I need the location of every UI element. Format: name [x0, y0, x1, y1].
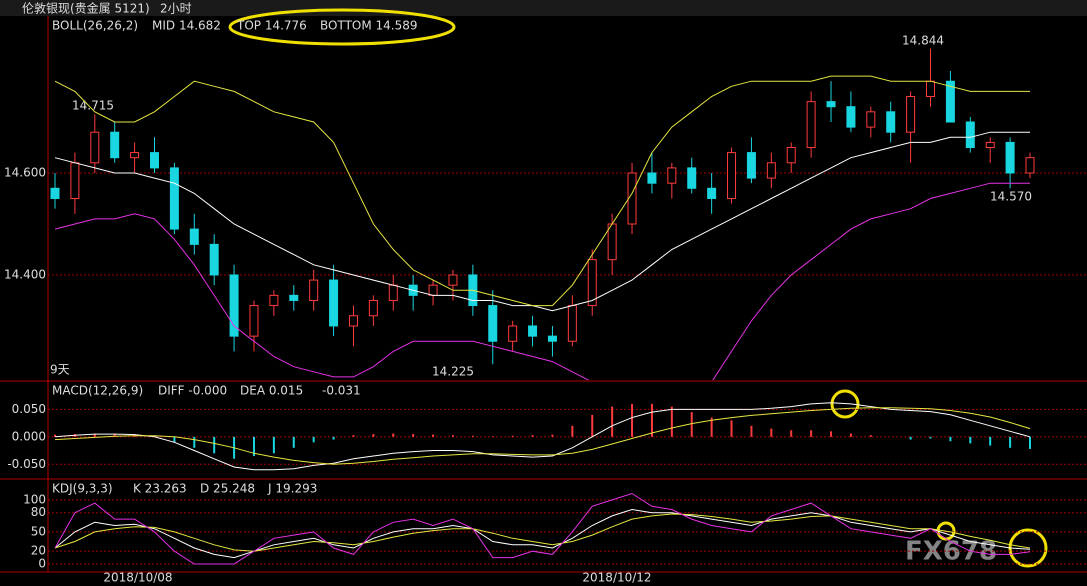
legend-entry: DIFF -0.000 — [158, 384, 227, 398]
candle-body — [229, 274, 239, 337]
candle-body — [786, 147, 796, 164]
candle-body — [926, 80, 936, 98]
y-tick-label: 0.050 — [12, 402, 46, 416]
indicator-line — [54, 492, 1031, 565]
annotation: 14.570 — [990, 190, 1032, 204]
y-tick-label: 0.000 — [12, 429, 46, 443]
indicator-line — [54, 75, 1030, 307]
macd-hist-label: -0.031 — [322, 384, 361, 398]
candle-body — [727, 152, 737, 199]
y-tick-label: 50 — [31, 524, 46, 538]
x-label: 2018/10/08 — [103, 571, 172, 585]
indicator-line — [54, 508, 1031, 559]
watermark: FX678 — [905, 537, 997, 567]
annotation: 9天 — [50, 363, 70, 377]
indicator-line — [54, 513, 1031, 552]
legend-entry: BOTTOM 14.589 — [320, 19, 418, 33]
candle-body — [348, 315, 358, 327]
candle-body — [866, 111, 876, 128]
candle-body — [50, 187, 60, 199]
candle-body — [309, 279, 319, 301]
candle-body — [567, 305, 577, 342]
indicator-line — [54, 407, 1031, 465]
top-bar — [0, 0, 1087, 16]
y-tick-label: 14.600 — [4, 165, 46, 179]
candle-body — [607, 223, 617, 261]
candle-body — [906, 96, 916, 133]
legend-entry: MID 14.682 — [152, 19, 221, 33]
indicator-line — [54, 402, 1031, 471]
candle-body — [1005, 141, 1015, 174]
candle-body — [110, 131, 120, 159]
candle-body — [269, 294, 279, 307]
y-tick-label: -0.050 — [7, 457, 46, 471]
macd-title: MACD(12,26,9) — [52, 384, 143, 398]
candle-body — [289, 294, 299, 301]
indicator-title: BOLL(26,26,2) — [52, 19, 138, 33]
candle-body — [368, 299, 378, 317]
y-tick-label: 0 — [38, 556, 46, 570]
candle-body — [448, 274, 458, 286]
instrument-title: 伦敦银现(贵金属 5121) — [22, 1, 150, 16]
period[interactable]: 2小时 — [160, 2, 192, 16]
annotation: 14.844 — [902, 34, 944, 48]
legend-entry: K 23.263 — [133, 482, 187, 496]
highlight-circle — [830, 389, 860, 419]
candle-body — [587, 259, 597, 307]
y-tick-label: 100 — [23, 492, 46, 506]
candle-body — [388, 284, 398, 301]
candle-body — [70, 162, 80, 199]
candle-body — [508, 325, 518, 342]
annotation: 14.225 — [432, 365, 474, 379]
candle-body — [985, 141, 995, 149]
y-tick-label: 14.400 — [4, 267, 46, 281]
candle-body — [1025, 157, 1035, 174]
candle-body — [826, 101, 836, 108]
candle-body — [707, 187, 717, 199]
candle-body — [886, 111, 896, 133]
highlight-ellipse — [228, 8, 456, 46]
candle-body — [428, 284, 438, 296]
indicator-line — [54, 182, 1030, 380]
indicator-line — [54, 131, 1030, 312]
legend-entry: TOP 14.776 — [236, 19, 307, 33]
x-label: 2018/10/12 — [582, 571, 651, 585]
candle-body — [329, 279, 339, 327]
candle-body — [169, 167, 179, 230]
candle-body — [488, 305, 498, 342]
candle-body — [766, 162, 776, 179]
candle-body — [806, 101, 816, 149]
legend-entry: DEA 0.015 — [240, 384, 303, 398]
candle-body — [149, 152, 159, 169]
candle-body — [189, 228, 199, 245]
legend-entry: D 25.248 — [200, 482, 255, 496]
candle-body — [667, 167, 677, 184]
candle-body — [209, 243, 219, 276]
candle-body — [249, 305, 259, 337]
candle-body — [846, 106, 856, 128]
candle-body — [965, 121, 975, 149]
y-tick-label: 80 — [31, 505, 46, 519]
candle-body — [130, 152, 140, 159]
kdj-title: KDJ(9,3,3) — [52, 482, 113, 496]
candle-body — [746, 152, 756, 179]
annotation: 14.715 — [72, 99, 114, 113]
candle-body — [687, 167, 697, 189]
candle-body — [945, 80, 955, 123]
candle-body — [528, 325, 538, 337]
candle-body — [90, 131, 100, 164]
y-tick-label: 20 — [31, 544, 46, 558]
candle-body — [647, 172, 657, 184]
legend-entry: J 19.293 — [267, 482, 317, 496]
candle-body — [627, 172, 637, 225]
candle-body — [547, 335, 557, 342]
